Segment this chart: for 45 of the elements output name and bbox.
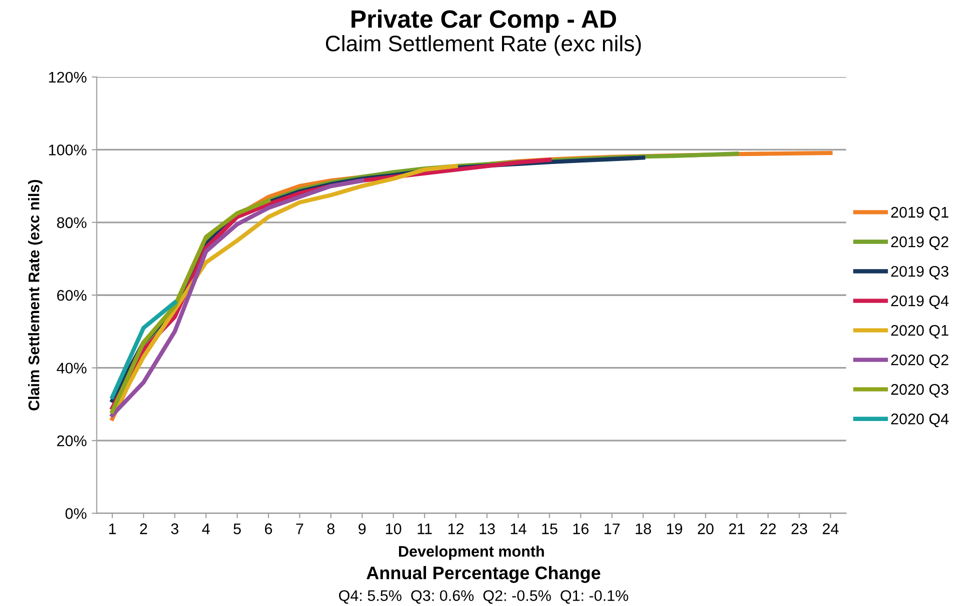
x-tick-label: 13: [480, 523, 495, 534]
x-tick-label: 7: [296, 524, 304, 534]
legend-label: 2019 Q1: [891, 206, 948, 220]
x-tick-label: 10: [386, 523, 402, 534]
x-tick-label: 16: [573, 523, 589, 534]
x-tick-label: 2: [140, 523, 148, 534]
y-tick-label: 20%: [57, 435, 86, 446]
x-tick-label: 5: [234, 524, 241, 534]
x-tick-label: 20: [698, 523, 714, 534]
legend-label: 2020 Q3: [891, 384, 948, 398]
legend-label: 2020 Q4: [891, 414, 949, 428]
y-tick-label: 60%: [57, 290, 86, 301]
legend-label: 2020 Q2: [891, 354, 948, 368]
y-tick-label: 80%: [57, 217, 86, 228]
text: Annual Percentage Change: [366, 566, 600, 583]
legend-label: 2019 Q2: [891, 236, 948, 250]
x-tick-label: 9: [358, 523, 366, 534]
x-tick-label: 8: [327, 523, 334, 534]
chart-subtitle: Claim Settlement Rate (exc nils): [326, 35, 641, 56]
y-tick-label: 40%: [56, 362, 86, 374]
x-tick-label: 24: [822, 523, 839, 534]
x-tick-label: 15: [542, 524, 558, 534]
legend-label: 2020 Q1: [891, 324, 948, 339]
x-tick-label: 11: [418, 524, 432, 534]
x-tick-label: 4: [202, 524, 210, 534]
x-tick-label: 21: [729, 523, 745, 534]
chart-title: Private Car Comp - AD: [352, 10, 616, 33]
x-tick-label: 18: [636, 523, 651, 534]
y-axis-title: Claim Settlement Rate (exc nils): [28, 180, 42, 410]
text: Q4: 5.5% Q3: 0.6% Q2: -0.5% Q1: -0.1%: [339, 590, 628, 604]
x-axis-title: Development month: [399, 546, 544, 560]
x-tick-label: 17: [604, 524, 620, 534]
x-tick-label: 3: [171, 523, 178, 534]
x-tick-label: 1: [109, 524, 116, 534]
legend-label: 2019 Q4: [891, 295, 949, 310]
y-tick-label: 0%: [65, 508, 86, 519]
x-tick-label: 22: [760, 523, 776, 534]
y-tick-label: 100%: [49, 144, 86, 156]
x-tick-label: 6: [264, 523, 272, 534]
x-tick-label: 12: [448, 523, 464, 534]
legend-label: 2019 Q3: [891, 266, 948, 280]
x-tick-label: 19: [667, 523, 682, 534]
x-tick-label: 14: [510, 524, 526, 534]
x-tick-label: 23: [792, 523, 808, 534]
y-tick-label: 120%: [49, 72, 86, 83]
